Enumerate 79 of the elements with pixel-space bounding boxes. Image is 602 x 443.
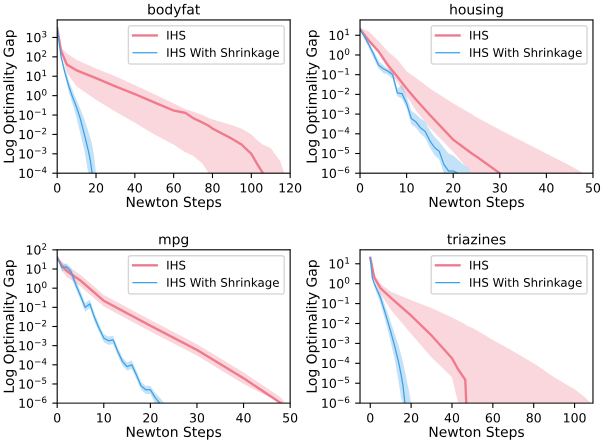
y-tick-label: 10$^{−6}$ (322, 166, 350, 178)
y-tick-label: 10$^{−2}$ (322, 316, 349, 328)
x-tick-label: 0 (356, 183, 364, 193)
y-tick-label: 10$^{−1}$ (19, 108, 46, 120)
x-tick-label: 0 (367, 413, 374, 423)
x-tick-label: 80 (205, 183, 220, 193)
y-tick-label: 10$^{0}$ (26, 89, 46, 100)
y-tick-label: 10$^{−4}$ (322, 356, 350, 368)
x-tick-label: 20 (404, 413, 418, 423)
x-tick-label: 40 (127, 183, 142, 193)
y-tick-label: 10$^{−3}$ (322, 336, 350, 348)
line-series (369, 256, 468, 404)
x-tick-label: 0 (54, 183, 60, 193)
x-tick-label: 10 (400, 183, 414, 193)
y-tick-label: 10$^{2}$ (26, 50, 46, 62)
y-tick-label: 10$^{−6}$ (19, 396, 46, 408)
y-tick-label: 10$^{0}$ (26, 282, 46, 294)
x-tick-label: 0 (54, 413, 60, 423)
y-tick-label: 10$^{−3}$ (322, 107, 350, 119)
x-tick-label: 20 (446, 183, 460, 193)
chart-title: triazines (447, 234, 506, 244)
legend-label: IHS (470, 260, 488, 270)
x-tick-label: 10 (97, 413, 111, 423)
y-tick-label: 10$^{−2}$ (322, 88, 349, 100)
chart-title: housing (450, 4, 503, 18)
y-axis-title: Log Optimality Gap (3, 30, 17, 162)
x-tick-label: 40 (539, 183, 554, 193)
x-tick-label: 30 (492, 183, 507, 193)
y-tick-label: 10$^{2}$ (26, 243, 46, 255)
x-axis-title: Newton Steps (126, 426, 222, 440)
y-tick-label: 10$^{−4}$ (322, 127, 350, 139)
legend-label: IHS (470, 30, 488, 40)
chart-title: mpg (159, 236, 188, 248)
x-tick-label: 20 (143, 413, 158, 423)
y-tick-label: 10$^{−3}$ (19, 339, 46, 350)
x-tick-label: 60 (166, 183, 181, 193)
x-tick-label: 50 (283, 413, 298, 423)
y-tick-label: 10$^{−6}$ (322, 396, 350, 408)
legend-label: IHS (167, 260, 186, 270)
y-tick-label: 10$^{−4}$ (19, 166, 47, 178)
y-tick-label: 10$^{0}$ (330, 48, 350, 60)
x-tick-label: 20 (88, 183, 104, 193)
y-tick-label: 10$^{−3}$ (19, 147, 46, 159)
y-tick-label: 10$^{1}$ (330, 257, 350, 269)
legend-label: IHS (167, 30, 186, 40)
y-tick-label: 10$^{−4}$ (19, 358, 47, 370)
x-axis-title: Newton Steps (430, 196, 524, 210)
x-tick-label: 30 (190, 413, 204, 423)
x-tick-label: 120 (280, 183, 302, 193)
y-tick-label: 10$^{1}$ (330, 28, 350, 40)
x-tick-label: 40 (444, 413, 460, 423)
legend-label: IHS With Shrinkage (167, 278, 279, 290)
x-tick-label: 80 (526, 413, 541, 423)
x-axis-title: Newton Steps (430, 426, 524, 440)
y-tick-label: 10$^{−5}$ (19, 377, 46, 389)
y-tick-label: 10$^{−1}$ (322, 68, 350, 80)
chart-title: bodyfat (148, 4, 200, 18)
x-axis-title: Newton Steps (126, 196, 222, 210)
y-tick-label: 10$^{−5}$ (322, 376, 350, 388)
x-tick-label: 50 (586, 183, 600, 193)
x-tick-label: 100 (564, 413, 586, 423)
y-axis-title: Log Optimality Gap (306, 30, 320, 162)
y-tick-label: 10$^{−2}$ (19, 320, 46, 332)
y-tick-label: 10$^{−5}$ (322, 147, 350, 158)
x-tick-label: 60 (486, 413, 500, 423)
y-tick-label: 10$^{0}$ (330, 277, 350, 289)
y-tick-label: 10$^{−1}$ (322, 297, 350, 308)
legend-label: IHS With Shrinkage (470, 48, 582, 60)
y-tick-label: 10$^{−1}$ (19, 300, 46, 312)
legend-label: IHS With Shrinkage (470, 278, 582, 290)
y-axis-title: Log Optimality Gap (306, 260, 320, 392)
y-tick-label: 10$^{1}$ (26, 70, 46, 82)
y-axis-title: Log Optimality Gap (3, 260, 17, 392)
y-tick-label: 10$^{1}$ (26, 262, 46, 274)
x-tick-label: 40 (236, 413, 251, 423)
legend-label: IHS With Shrinkage (167, 48, 279, 60)
y-tick-label: 10$^{3}$ (26, 30, 46, 42)
y-tick-label: 10$^{−2}$ (19, 128, 46, 140)
x-tick-label: 100 (240, 183, 262, 193)
